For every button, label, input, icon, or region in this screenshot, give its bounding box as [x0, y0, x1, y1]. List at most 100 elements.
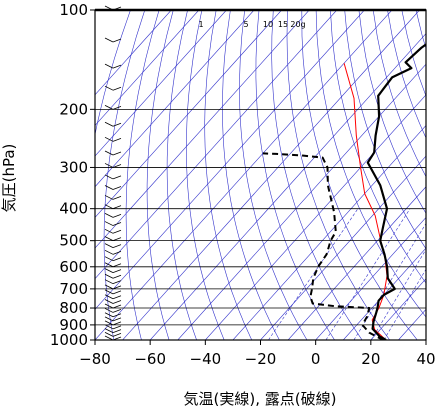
- dry-adiabat: [330, 10, 426, 284]
- wind-barb-flag: [104, 221, 114, 226]
- wind-barb-staff: [112, 285, 122, 290]
- y-tick-label: 500: [59, 232, 88, 250]
- dry-adiabat: [372, 10, 426, 178]
- wind-barb-flag: [104, 228, 114, 234]
- wind-barb-flag: [104, 185, 114, 190]
- wind-barb-flag: [104, 332, 114, 337]
- x-tick-label: 20: [361, 350, 380, 368]
- isotherm: [95, 10, 282, 218]
- wind-barb-staff: [112, 304, 122, 309]
- wind-barb-staff: [112, 122, 122, 127]
- dry-adiabat: [125, 10, 160, 340]
- mixing-ratio-label: 15: [278, 20, 288, 29]
- wind-barb-staff: [112, 263, 122, 268]
- wind-barb-staff: [112, 244, 122, 249]
- wind-barbs: [104, 5, 122, 341]
- mixing-ratio-line: [268, 208, 359, 340]
- wind-barb-flag: [104, 37, 114, 43]
- y-tick-label: 600: [59, 258, 88, 276]
- wind-barb-staff: [112, 250, 122, 255]
- wind-barb-staff: [112, 332, 122, 337]
- wind-barb-staff: [112, 269, 122, 274]
- plot-background: [95, 10, 426, 340]
- y-tick-label: 900: [59, 316, 88, 334]
- y-tick-label: 700: [59, 280, 88, 298]
- y-tick-label: 300: [59, 158, 88, 176]
- temperature-line: [366, 43, 426, 340]
- wind-barb-flag: [104, 303, 114, 309]
- wind-barb-flag: [104, 268, 114, 273]
- wind-barb-staff: [112, 309, 122, 313]
- isotherm: [205, 94, 426, 340]
- y-tick-label: 800: [59, 299, 88, 317]
- wind-barb-flag: [104, 195, 114, 200]
- mixing-ratio-label: 1: [198, 20, 203, 29]
- wind-barb-flag: [104, 136, 114, 142]
- mixing-ratio-label: 5: [243, 20, 248, 29]
- wind-barb-flag: [104, 284, 114, 290]
- isotherm: [287, 186, 426, 340]
- wind-barb-flag: [104, 335, 114, 341]
- x-tick-label: 40: [416, 350, 435, 368]
- wind-barb-staff: [112, 186, 122, 190]
- wind-barb-flag: [104, 63, 114, 69]
- isotherm: [260, 155, 426, 340]
- wind-barb-flag: [104, 308, 114, 313]
- wind-barb-flag: [104, 163, 114, 168]
- isotherm: [315, 216, 426, 340]
- isotherm: [95, 10, 338, 280]
- x-tick-label: 0: [311, 350, 321, 368]
- isotherm: [95, 10, 393, 340]
- dry-adiabat: [146, 10, 174, 340]
- wind-barb-staff: [112, 237, 122, 242]
- isotherm: [95, 10, 200, 126]
- dry-adiabat: [286, 10, 390, 340]
- wind-barb-staff: [112, 229, 122, 234]
- wind-barb-flag: [104, 320, 114, 326]
- wind-barb-flag: [104, 85, 114, 91]
- wind-barb-staff: [112, 105, 122, 110]
- wind-barb-staff: [112, 213, 122, 218]
- wind-barb-flag: [104, 312, 114, 318]
- isotherm: [370, 278, 426, 340]
- isotherm: [95, 10, 310, 249]
- isotherm: [149, 33, 426, 340]
- dry-adiabat: [430, 10, 436, 340]
- wind-barb-flag: [104, 104, 114, 110]
- x-tick-label: −40: [190, 350, 222, 368]
- wind-barb-staff: [112, 317, 122, 322]
- mixing-ratio-label: 10: [263, 20, 273, 29]
- wind-barb-staff: [112, 64, 122, 69]
- wind-barb-staff: [112, 290, 122, 295]
- wind-barb-staff: [112, 151, 122, 156]
- wind-barb-flag: [104, 249, 114, 255]
- wind-barb-staff: [112, 329, 122, 334]
- y-tick-label: 400: [59, 200, 88, 218]
- dewpoint-line: [262, 152, 384, 340]
- mixing-ratio-line: [370, 248, 426, 340]
- mixing-ratio-line: [383, 268, 426, 340]
- background-lines: [95, 10, 436, 340]
- dry-adiabat: [204, 10, 253, 340]
- wind-barb-flag: [104, 273, 114, 279]
- series-layer: [262, 43, 426, 340]
- dry-adiabat: [358, 10, 426, 214]
- dry-adiabat: [301, 10, 418, 340]
- x-tick-label: −80: [79, 350, 111, 368]
- dry-adiabat: [255, 10, 335, 340]
- dry-adiabat: [271, 10, 363, 340]
- y-axis-label: 気圧(hPa): [0, 144, 18, 213]
- wind-barb-flag: [104, 243, 114, 249]
- isotherm: [232, 125, 426, 340]
- wind-barb-flag: [104, 174, 114, 180]
- x-tick-label: −20: [245, 350, 277, 368]
- wind-barb-staff: [112, 175, 122, 180]
- wind-barb-flag: [104, 328, 114, 334]
- isotherm: [95, 10, 365, 310]
- wind-barb-flag: [104, 256, 114, 262]
- isotherm: [425, 339, 426, 340]
- y-tick-label: 200: [59, 100, 88, 118]
- wind-barb-staff: [112, 137, 122, 142]
